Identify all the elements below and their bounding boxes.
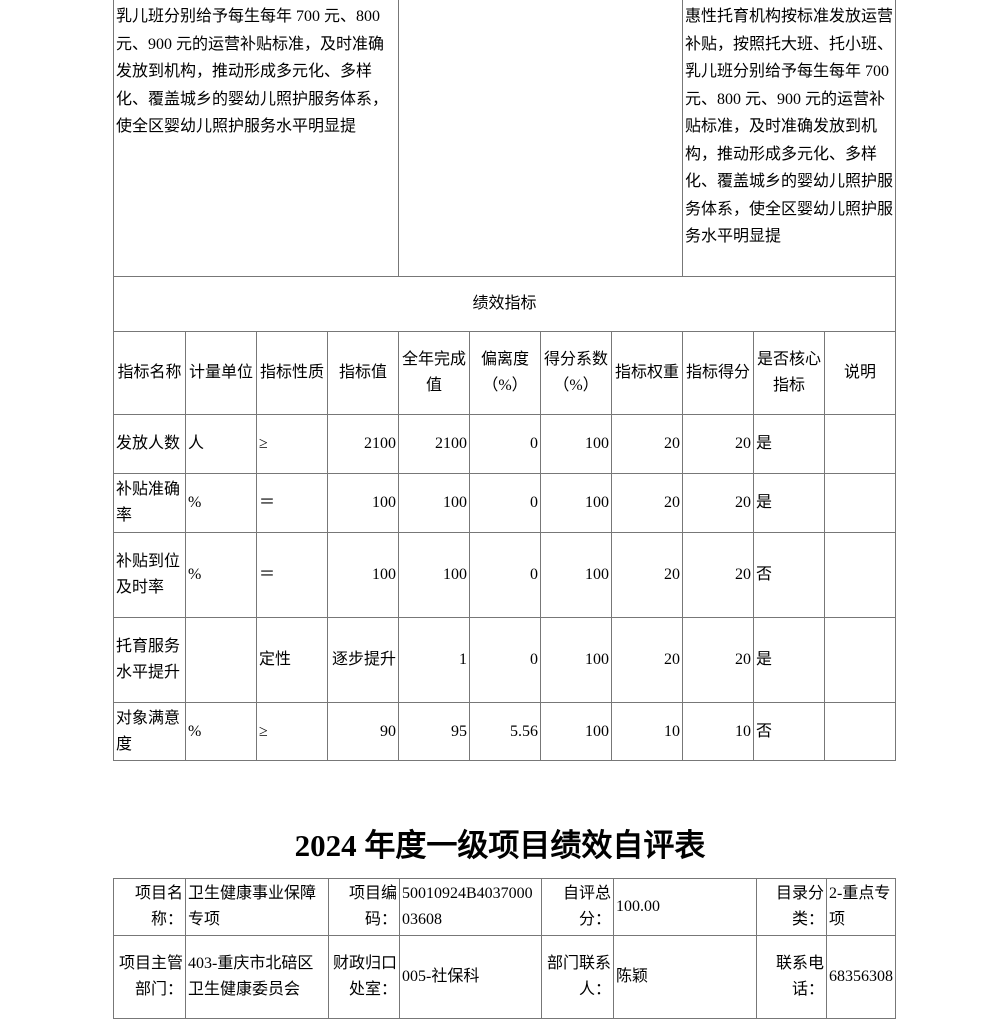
column-header: 指标值 <box>326 331 400 415</box>
table-cell: % <box>185 532 257 618</box>
table-row: 补贴到位及时率% ＝ 100 100 0 100 20 20 否 <box>113 532 897 618</box>
empty-cell <box>398 0 684 277</box>
table-cell: 2100 <box>398 414 471 474</box>
table-cell <box>824 414 897 474</box>
column-header: 计量单位 <box>185 331 257 415</box>
info-label: 项目编码： <box>328 878 400 936</box>
table-cell <box>185 617 257 703</box>
info-value: 陈颖 <box>613 935 757 1019</box>
info-value: 2-重点专项 <box>826 878 896 936</box>
info-value: 100.00 <box>613 878 757 936</box>
table-cell: % <box>185 473 257 533</box>
table-cell: 100 <box>540 473 613 533</box>
performance-indicator-table: 乳儿班分别给予每生每年 700 元、800 元、900 元的运营补贴标准，及时准… <box>112 0 897 761</box>
page-title: 2024 年度一级项目绩效自评表 <box>294 828 706 863</box>
table-cell: 20 <box>611 473 684 533</box>
table-cell: 20 <box>611 532 684 618</box>
info-value: 005-社保科 <box>399 935 542 1019</box>
table-cell <box>824 532 897 618</box>
table-cell: 1 <box>398 617 471 703</box>
table-cell: 0 <box>469 617 542 703</box>
table-cell: 2100 <box>326 414 400 474</box>
column-header: 指标得分 <box>682 331 755 415</box>
table-cell: 托育服务水平提升 <box>113 617 186 703</box>
table-cell: 20 <box>611 617 684 703</box>
table-cell: 5.56 <box>469 702 542 761</box>
table-cell: 否 <box>753 532 826 618</box>
table-cell: 定性 <box>256 617 328 703</box>
table-cell: % <box>185 702 257 761</box>
table-cell: 0 <box>469 532 542 618</box>
table-cell: 发放人数 <box>113 414 186 474</box>
table-cell: 100 <box>398 473 471 533</box>
table-cell: 逐步提升 <box>326 617 400 703</box>
table-cell: 是 <box>753 617 826 703</box>
info-row: 项目主管部门： 403-重庆市北碚区卫生健康委员会 财政归口处室： 005-社保科 部门… <box>113 935 896 1019</box>
table-cell: 补贴准确率 <box>113 473 186 533</box>
project-info-table: 项目名称： 卫生健康事业保障专项 项目编码： 50010924B40370000360… <box>113 878 896 1019</box>
column-header: 指标名称 <box>113 331 186 415</box>
table-cell: 20 <box>682 473 755 533</box>
column-header: 指标权重 <box>611 331 684 415</box>
table-cell: 否 <box>753 702 826 761</box>
table-cell: 是 <box>753 414 826 474</box>
info-label: 自评总分： <box>541 878 614 936</box>
table-cell: 人 <box>185 414 257 474</box>
table-cell: 100 <box>540 617 613 703</box>
info-label: 项目名称： <box>113 878 186 936</box>
table-row: 补贴准确率% ＝ 100 100 0 100 20 20 是 <box>113 473 897 533</box>
table-cell: 20 <box>611 414 684 474</box>
info-label: 财政归口处室： <box>328 935 400 1019</box>
table-cell <box>824 702 897 761</box>
table-cell: 0 <box>469 414 542 474</box>
table-cell <box>824 617 897 703</box>
table-cell: ≥ <box>256 702 328 761</box>
table-cell: 20 <box>682 414 755 474</box>
table-cell: 是 <box>753 473 826 533</box>
table-cell: ＝ <box>256 532 328 618</box>
column-header: 全年完成值 <box>398 331 471 415</box>
info-row: 项目名称： 卫生健康事业保障专项 项目编码： 50010924B40370000360… <box>113 878 896 936</box>
info-label: 目录分类： <box>756 878 827 936</box>
table-cell: 20 <box>682 532 755 618</box>
goal-text-cell: 乳儿班分别给予每生每年 700 元、800 元、900 元的运营补贴标准，及时准… <box>112 0 400 277</box>
table-cell: 90 <box>326 702 400 761</box>
table-cell: 95 <box>398 702 471 761</box>
column-header: 是否核心指标 <box>753 331 826 415</box>
table-cell: 100 <box>540 532 613 618</box>
info-label: 联系电话： <box>756 935 827 1019</box>
info-label: 项目主管部门： <box>113 935 186 1019</box>
column-header: 得分系数（%） <box>540 331 613 415</box>
table-cell: 对象满意度 <box>113 702 186 761</box>
table-cell: 100 <box>326 532 400 618</box>
info-value: 68356308 <box>826 935 896 1019</box>
table-cell: 补贴到位及时率 <box>113 532 186 618</box>
table-cell <box>824 473 897 533</box>
actual-text-cell: 惠性托育机构按标准发放运营补贴，按照托大班、托小班、乳儿班分别给予每生每年 70… <box>682 0 897 277</box>
table-cell: 100 <box>540 702 613 761</box>
table-row: 托育服务水平提升 定性 逐步提升 1 0 100 20 20 是 <box>113 617 897 703</box>
table-cell: 100 <box>540 414 613 474</box>
table-cell: 10 <box>682 702 755 761</box>
column-header: 指标性质 <box>256 331 328 415</box>
table-row: 发放人数人 ≥2100 2100 0 100 20 20 是 <box>113 414 897 474</box>
section-title: 绩效指标 <box>112 276 897 332</box>
table-cell: ＝ <box>256 473 328 533</box>
table-cell: 20 <box>682 617 755 703</box>
table-row: 对象满意度% ≥90 95 5.56 100 10 10 否 <box>113 702 897 761</box>
table-cell: 100 <box>326 473 400 533</box>
column-header: 偏离度（%） <box>469 331 542 415</box>
table-cell: 0 <box>469 473 542 533</box>
info-value: 403-重庆市北碚区卫生健康委员会 <box>185 935 329 1019</box>
info-label: 部门联系人： <box>541 935 614 1019</box>
info-value: 卫生健康事业保障专项 <box>185 878 329 936</box>
column-header: 说明 <box>824 331 897 415</box>
table-cell: ≥ <box>256 414 328 474</box>
info-value: 50010924B403700003608 <box>399 878 542 936</box>
table-cell: 10 <box>611 702 684 761</box>
table-cell: 100 <box>398 532 471 618</box>
